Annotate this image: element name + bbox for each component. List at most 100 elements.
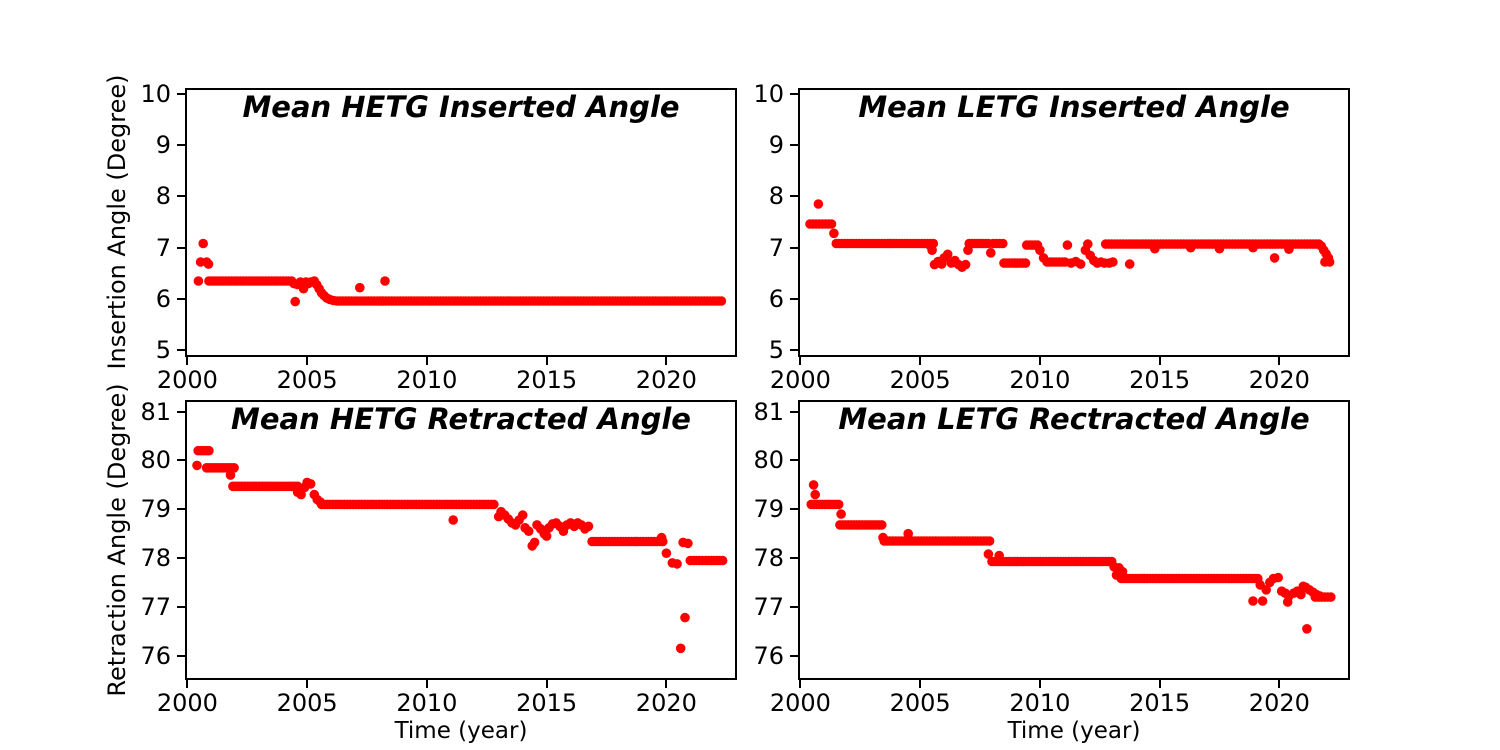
x-tick-label: 2015 (516, 689, 578, 717)
x-tick-mark (545, 357, 548, 365)
y-tick-label: 6 (155, 284, 171, 313)
x-tick-label: 2020 (1248, 366, 1310, 394)
x-tick-mark (919, 680, 922, 688)
y-tick-mark (177, 92, 185, 95)
data-point (1083, 239, 1093, 249)
x-tick-label: 2010 (396, 689, 458, 717)
data-point (1326, 592, 1336, 602)
panel-letg-inserted (798, 88, 1350, 357)
y-tick-label: 81 (140, 397, 171, 426)
x-tick-label: 2015 (516, 366, 578, 394)
y-tick-mark (790, 143, 798, 146)
data-point (656, 532, 667, 543)
data-point (1257, 596, 1268, 606)
data-point (305, 479, 316, 489)
y-tick-label: 76 (753, 641, 784, 670)
data-point (826, 219, 837, 229)
data-point (1284, 244, 1294, 254)
data-point (229, 463, 239, 473)
data-point (661, 548, 672, 558)
x-tick-mark (1158, 357, 1161, 365)
x-axis-label-time-right: Time (year) (1007, 718, 1141, 744)
data-point (1038, 253, 1049, 263)
y-tick-label: 5 (768, 336, 784, 365)
data-point (193, 276, 204, 286)
x-tick-label: 2000 (156, 366, 218, 394)
data-point (1248, 596, 1258, 606)
data-point (717, 555, 728, 566)
x-tick-mark (425, 680, 428, 688)
data-point (1315, 591, 1325, 601)
data-point (204, 445, 214, 456)
y-tick-label: 79 (753, 495, 784, 524)
data-point (1214, 243, 1225, 254)
data-point (810, 489, 820, 500)
data-point (903, 528, 913, 539)
panel-title-letg-retracted: Mean LETG Rectracted Angle (838, 402, 1310, 436)
y-tick-label: 81 (753, 397, 784, 426)
y-tick-mark (177, 143, 185, 146)
y-tick-label: 8 (155, 182, 171, 211)
panel-title-hetg-inserted: Mean HETG Inserted Angle (242, 90, 680, 124)
data-point (675, 643, 686, 654)
y-tick-mark (177, 654, 185, 657)
data-point (808, 480, 819, 490)
panel-hetg-retracted (185, 400, 737, 680)
data-point (529, 537, 540, 548)
y-tick-label: 80 (753, 446, 784, 475)
y-tick-label: 7 (155, 233, 171, 262)
data-point (198, 238, 208, 249)
x-tick-mark (799, 680, 802, 688)
y-tick-mark (790, 557, 798, 560)
panel-hetg-inserted (185, 88, 737, 357)
y-tick-label: 79 (140, 495, 171, 524)
x-tick-mark (1278, 680, 1281, 688)
y-tick-mark (177, 410, 185, 413)
y-tick-mark (790, 195, 798, 198)
y-axis-label-retraction: Retraction Angle (Degree) (103, 383, 131, 697)
data-point (296, 489, 306, 500)
y-tick-mark (177, 508, 185, 511)
data-point (1302, 624, 1312, 634)
data-point (290, 296, 300, 307)
data-point (1108, 257, 1118, 267)
scatter-svg-1 (805, 199, 1335, 272)
x-tick-label: 2005 (889, 366, 951, 394)
data-point (523, 526, 534, 536)
x-tick-mark (545, 680, 548, 688)
y-tick-label: 78 (140, 544, 171, 573)
data-point (984, 536, 995, 546)
data-point (315, 497, 326, 507)
y-tick-mark (790, 297, 798, 300)
data-point (1273, 572, 1283, 583)
data-point (1062, 240, 1073, 250)
panel-letg-retracted (798, 400, 1350, 680)
data-point (1269, 253, 1280, 263)
scatter-svg-0 (193, 238, 727, 307)
scatter-svg-3 (806, 480, 1336, 634)
data-point (1296, 589, 1306, 600)
y-tick-mark (790, 508, 798, 511)
data-point (1117, 566, 1128, 577)
x-tick-label: 2010 (1009, 689, 1071, 717)
x-tick-mark (1278, 357, 1281, 365)
x-tick-label: 2010 (1009, 366, 1071, 394)
x-tick-mark (665, 680, 668, 688)
y-tick-mark (790, 410, 798, 413)
y-tick-label: 7 (768, 233, 784, 262)
data-point (963, 245, 973, 255)
x-tick-label: 2005 (889, 689, 951, 717)
data-point (517, 510, 528, 520)
x-tick-mark (1038, 357, 1041, 365)
x-tick-mark (1158, 680, 1161, 688)
x-tick-mark (665, 357, 668, 365)
data-point (942, 249, 953, 260)
y-tick-mark (790, 654, 798, 657)
data-point (986, 248, 996, 258)
data-point (489, 499, 499, 510)
y-tick-label: 6 (768, 284, 784, 313)
data-point (355, 282, 365, 293)
data-point (448, 515, 459, 525)
data-point (192, 460, 202, 471)
x-tick-label: 2015 (1129, 366, 1191, 394)
